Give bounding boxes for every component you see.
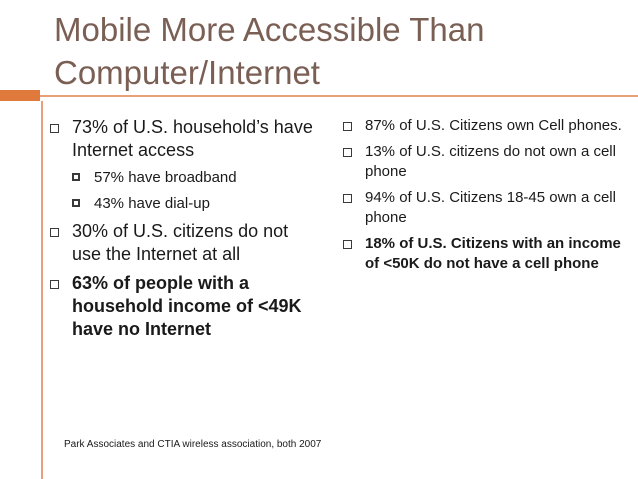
bullet-text: 57% have broadband xyxy=(94,169,237,186)
list-item: 18% of U.S. Citizens with an income of <… xyxy=(343,234,625,274)
left-column: 73% of U.S. household’s have Internet ac… xyxy=(50,116,320,347)
square-bullet-icon xyxy=(343,122,352,131)
bullet-text: 13% of U.S. citizens do not own a cell p… xyxy=(365,143,616,180)
square-bullet-icon xyxy=(343,240,352,249)
bullet-text: 94% of U.S. Citizens 18-45 own a cell ph… xyxy=(365,189,616,226)
square-bullet-icon xyxy=(50,124,59,133)
left-vertical-rule xyxy=(41,101,43,479)
square-bullet-icon xyxy=(343,194,352,203)
bullet-text: 63% of people with a household income of… xyxy=(72,273,302,339)
list-item: 94% of U.S. Citizens 18-45 own a cell ph… xyxy=(343,188,625,228)
title-rule-accent xyxy=(0,90,40,101)
right-column: 87% of U.S. Citizens own Cell phones. 13… xyxy=(343,116,625,280)
square-bullet-icon xyxy=(50,280,59,289)
bullet-text: 87% of U.S. Citizens own Cell phones. xyxy=(365,117,622,134)
list-item: 63% of people with a household income of… xyxy=(50,272,320,341)
square-bullet-icon xyxy=(343,148,352,157)
list-item: 43% have dial-up xyxy=(72,194,320,213)
list-item: 13% of U.S. citizens do not own a cell p… xyxy=(343,142,625,182)
list-item: 57% have broadband xyxy=(72,168,320,187)
list-item: 73% of U.S. household’s have Internet ac… xyxy=(50,116,320,162)
bullet-text: 18% of U.S. Citizens with an income of <… xyxy=(365,235,621,272)
filled-square-bullet-icon xyxy=(72,173,80,181)
slide-title: Mobile More Accessible Than Computer/Int… xyxy=(54,11,485,91)
title-rule-line xyxy=(40,95,638,97)
square-bullet-icon xyxy=(50,228,59,237)
bullet-text: 30% of U.S. citizens do not use the Inte… xyxy=(72,221,289,264)
bullet-text: 73% of U.S. household’s have Internet ac… xyxy=(72,117,313,160)
filled-square-bullet-icon xyxy=(72,199,80,207)
bullet-text: 43% have dial-up xyxy=(94,195,210,212)
source-citation: Park Associates and CTIA wireless associ… xyxy=(64,439,322,450)
list-item: 30% of U.S. citizens do not use the Inte… xyxy=(50,220,320,266)
list-item: 87% of U.S. Citizens own Cell phones. xyxy=(343,116,625,136)
